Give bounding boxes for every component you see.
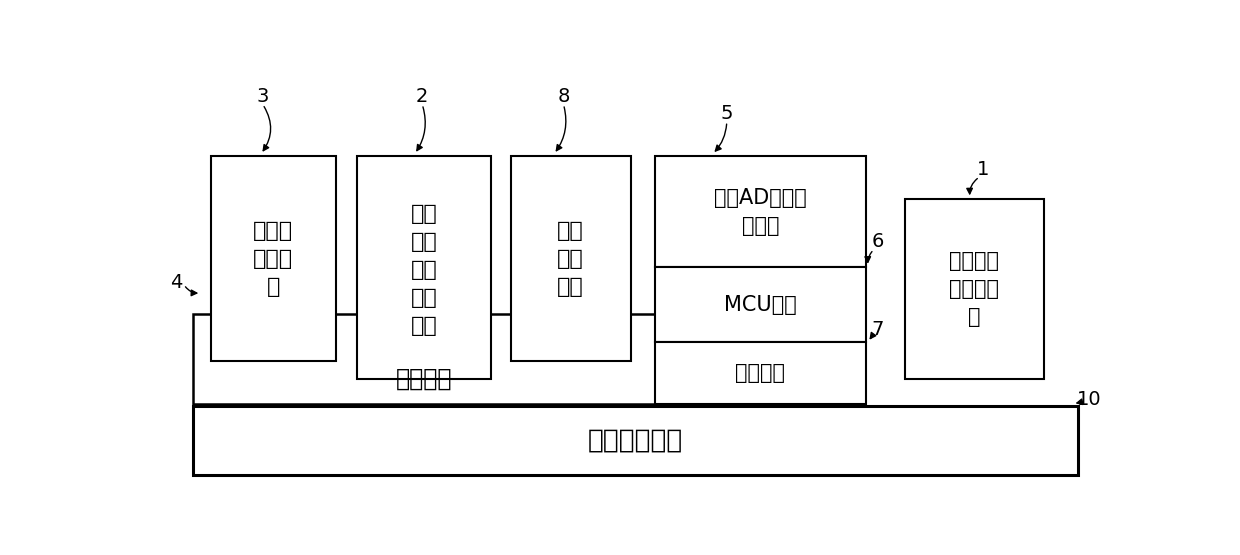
Text: 定向
特高
频传
感器
模块: 定向 特高 频传 感器 模块 [410, 204, 438, 336]
Text: 工频电场
传感器模
块: 工频电场 传感器模 块 [949, 251, 998, 327]
Bar [211, 157, 336, 361]
Bar [193, 406, 1078, 475]
Bar [357, 157, 491, 379]
Bar [655, 342, 866, 404]
Bar [655, 157, 866, 268]
Bar [655, 268, 866, 342]
Text: 1: 1 [977, 160, 990, 179]
Text: 4: 4 [170, 273, 182, 292]
Text: 紫外传
感器模
块: 紫外传 感器模 块 [253, 221, 294, 297]
Text: 视频
采集
模块: 视频 采集 模块 [557, 221, 584, 297]
Text: 3: 3 [257, 87, 269, 106]
Text: MCU模块: MCU模块 [724, 295, 797, 315]
Text: 5: 5 [720, 104, 733, 123]
Text: 多路AD连续转
换模块: 多路AD连续转 换模块 [714, 188, 807, 236]
Text: 移动巡检装置: 移动巡检装置 [588, 427, 683, 453]
Text: 通信模块: 通信模块 [735, 364, 785, 384]
Bar [193, 315, 760, 404]
Text: 6: 6 [872, 233, 884, 251]
Text: 程控平台: 程控平台 [396, 366, 453, 391]
Bar [905, 199, 1044, 379]
Text: 8: 8 [557, 87, 569, 106]
Text: 2: 2 [415, 87, 428, 106]
Text: 10: 10 [1076, 390, 1101, 408]
Bar [511, 157, 631, 361]
Text: 7: 7 [872, 320, 884, 339]
